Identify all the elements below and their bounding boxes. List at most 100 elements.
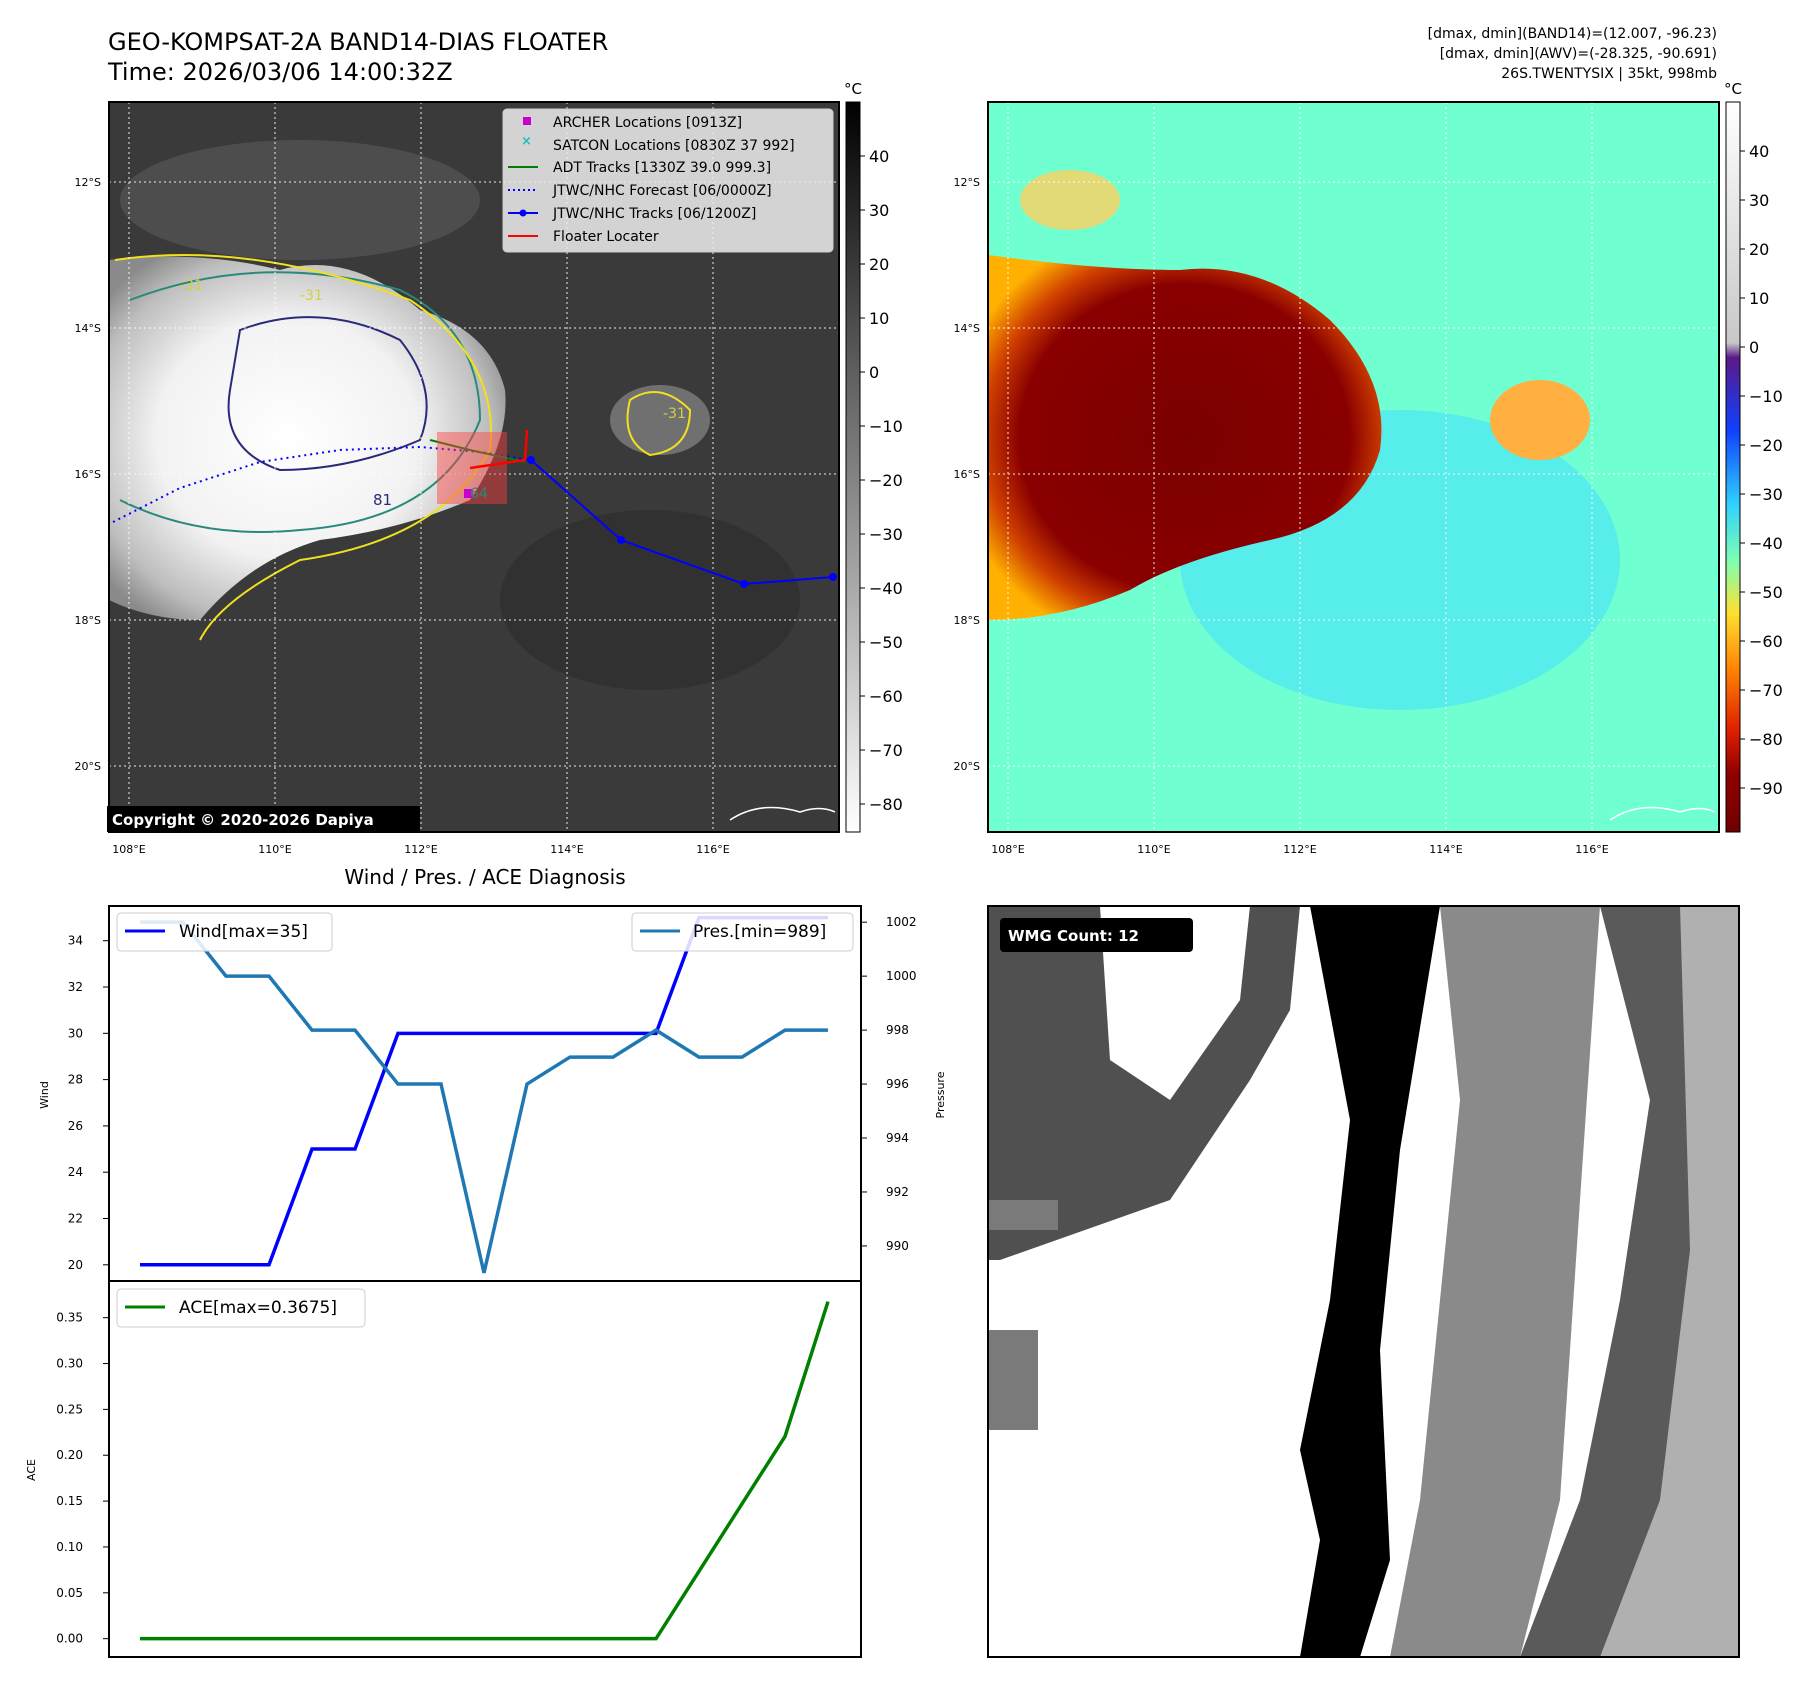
- pressure-tick-label: 998: [886, 1023, 909, 1037]
- band14-axis-labels: 108°E 110°E 112°E 114°E 116°E 12°S 14°S …: [75, 176, 730, 856]
- colorbar-tick-label: −70: [1749, 681, 1783, 700]
- map-legend: × ARCHER Locations [0913Z] SATCON Locati…: [502, 108, 834, 253]
- contour-label: -31: [300, 288, 323, 304]
- ace-legend-box: [116, 1288, 366, 1328]
- colorbar-tick-label: −60: [869, 687, 903, 706]
- diagnosis-title: Wind / Pres. / ACE Diagnosis: [344, 865, 625, 889]
- colorbar-tick-label: −10: [1749, 387, 1783, 406]
- pressure-tick-label: 1000: [886, 969, 917, 983]
- colorbar-tick-label: 20: [1749, 240, 1769, 259]
- lon-label: 108°E: [991, 843, 1024, 856]
- colorbar-tick-label: −40: [869, 579, 903, 598]
- ace-tick-label: 0.00: [56, 1632, 83, 1646]
- lon-label: 110°E: [1137, 843, 1170, 856]
- colorbar-unit: °C: [844, 80, 862, 98]
- lat-label: 18°S: [954, 614, 980, 627]
- colorbar-tick-label: −40: [1749, 534, 1783, 553]
- colorbar-tick-label: 20: [869, 255, 889, 274]
- wmg-region-gray-light: [1600, 906, 1739, 1657]
- info-storm: 26S.TWENTYSIX | 35kt, 998mb: [1501, 66, 1717, 82]
- colorbar-tick-label: −10: [869, 417, 903, 436]
- awv-frame: [987, 101, 1720, 833]
- lon-label: 112°E: [1283, 843, 1316, 856]
- lat-label: 20°S: [954, 760, 980, 773]
- colorbar-tick-label: −90: [1749, 779, 1783, 798]
- band14-frame: [108, 101, 840, 833]
- contour-label: -31: [180, 278, 203, 294]
- legend-marker-satcon: ×: [521, 134, 532, 149]
- wmg-frame: [987, 905, 1740, 1658]
- band14-colorbar: °C 40 30 20 10 0 −10 −20 −30 −40 −50 −60 −70 −80: [844, 80, 903, 833]
- ace-chart: ACE 0.00 0.05 0.10 0.15 0.20 0.25 0.30 0.35 ACE…: [25, 1280, 862, 1658]
- ace-tick-label: 0.05: [56, 1586, 83, 1600]
- jtwc-best-track: [530, 459, 834, 586]
- lon-label: 116°E: [1575, 843, 1608, 856]
- figure-title: GEO-KOMPSAT-2A BAND14-DIAS FLOATER: [108, 28, 608, 56]
- lat-label: 16°S: [954, 468, 980, 481]
- copyright-box: [107, 806, 420, 832]
- pressure-tick-label: 1002: [886, 915, 917, 929]
- pressure-tick-label: 996: [886, 1077, 909, 1091]
- wmg-badge-box: [1000, 918, 1193, 952]
- lat-label: 12°S: [75, 176, 101, 189]
- lat-label: 12°S: [954, 176, 980, 189]
- wind-series-line: [140, 915, 828, 1267]
- colorbar-tick-label: −20: [1749, 436, 1783, 455]
- colorbar-tick-label: −80: [869, 795, 903, 814]
- wind-tick-label: 30: [68, 1026, 83, 1040]
- lat-label: 18°S: [75, 614, 101, 627]
- colorbar-unit: °C: [1724, 80, 1742, 98]
- lon-label: 112°E: [404, 843, 437, 856]
- wmg-region-black: [1300, 906, 1440, 1657]
- band14-map: -31 -31 -31 81 64 × ARCHER Locations [09…: [75, 101, 840, 856]
- legend-satcon: SATCON Locations [0830Z 37 992]: [553, 138, 795, 154]
- awv-map: 108°E 110°E 112°E 114°E 116°E 12°S 14°S …: [954, 101, 1720, 856]
- ace-tick-label: 0.15: [56, 1494, 83, 1508]
- info-awv-range: [dmax, dmin](AWV)=(-28.325, -90.691): [1440, 46, 1717, 62]
- colorbar-tick-label: −50: [869, 633, 903, 652]
- info-band14-range: [dmax, dmin](BAND14)=(12.007, -96.23): [1428, 26, 1717, 42]
- lat-label: 20°S: [75, 760, 101, 773]
- awv-colorbar: °C 40 30 20 10 0 −10 −20 −30 −40 −50 −60 −70 −80 −90: [1724, 80, 1783, 833]
- pressure-series-line: [140, 920, 828, 1274]
- colorbar-tick-label: −50: [1749, 583, 1783, 602]
- pressure-legend: Pres.[min=989]: [693, 922, 826, 942]
- contour-label: 64: [470, 486, 488, 502]
- wmg-region-gray: [1390, 906, 1600, 1657]
- colorbar-tick-label: 10: [869, 309, 889, 328]
- wind-tick-label: 34: [68, 934, 83, 948]
- colorbar-tick-label: 10: [1749, 289, 1769, 308]
- pressure-tick-label: 992: [886, 1185, 909, 1199]
- wind-pressure-chart: Wind Pressure 20 22 24 26 28 30 32 34 990 992 994…: [38, 905, 947, 1282]
- colorbar-tick-label: −70: [869, 741, 903, 760]
- lat-label: 16°S: [75, 468, 101, 481]
- legend-adt: ADT Tracks [1330Z 39.0 999.3]: [553, 160, 771, 176]
- wind-legend-box: [116, 912, 333, 952]
- lat-label: 14°S: [75, 322, 101, 335]
- lon-label: 114°E: [550, 843, 583, 856]
- contour-label: 81: [373, 491, 392, 509]
- lon-label: 108°E: [112, 843, 145, 856]
- colorbar-tick-label: 30: [869, 201, 889, 220]
- colorbar-tick-label: −30: [1749, 485, 1783, 504]
- coastline: [729, 806, 836, 821]
- legend-forecast: JTWC/NHC Forecast [06/0000Z]: [552, 183, 772, 199]
- legend-marker-archer: [523, 117, 531, 125]
- ace-tick-label: 0.10: [56, 1540, 83, 1554]
- legend-tracks: JTWC/NHC Tracks [06/1200Z]: [552, 206, 756, 222]
- wind-tick-label: 28: [68, 1073, 83, 1087]
- lat-label: 14°S: [954, 322, 980, 335]
- ace-tick-label: 0.35: [56, 1311, 83, 1325]
- colorbar-tick-label: 30: [1749, 191, 1769, 210]
- archer-location: [464, 489, 473, 498]
- wmg-panel: WMG Count: 12: [987, 905, 1740, 1658]
- awv-axis-labels: 108°E 110°E 112°E 114°E 116°E 12°S 14°S …: [954, 176, 1609, 856]
- wind-tick-label: 22: [68, 1212, 83, 1226]
- pressure-tick-label: 990: [886, 1239, 909, 1253]
- pressure-tick-label: 994: [886, 1131, 909, 1145]
- lon-label: 110°E: [258, 843, 291, 856]
- colorbar-tick-label: −80: [1749, 730, 1783, 749]
- adt-track: [429, 439, 526, 463]
- copyright: Copyright © 2020-2026 Dapiya: [112, 811, 374, 829]
